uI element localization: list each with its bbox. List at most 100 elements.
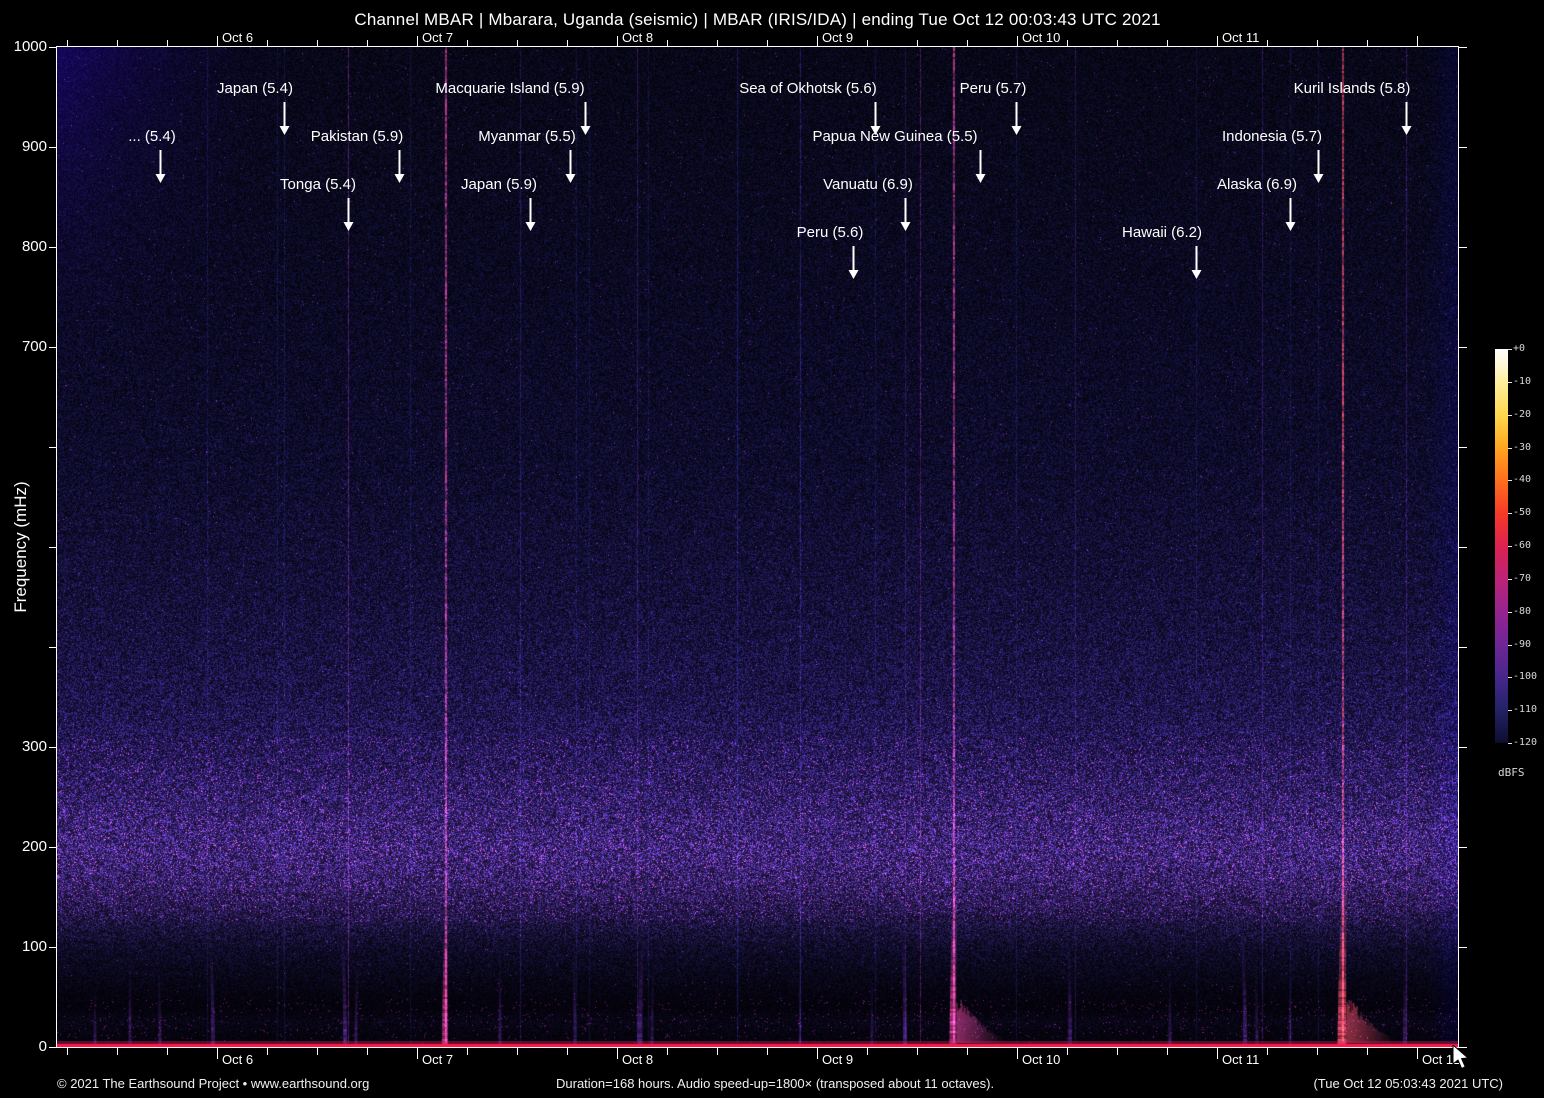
earthquake-label: ... (5.4) — [128, 128, 176, 145]
x-tick-label: Oct 7 — [422, 30, 454, 45]
colorbar-tick-label: -90 — [1513, 639, 1532, 650]
earthquake-label: Indonesia (5.7) — [1221, 128, 1323, 145]
colorbar-tick — [1508, 349, 1512, 350]
colorbar-tick — [1508, 415, 1512, 416]
x-tick-label: Oct 7 — [422, 1052, 454, 1067]
y-tick — [49, 747, 57, 748]
x-tick-label: Oct 6 — [222, 1052, 254, 1067]
y-tick-label: 300 — [21, 738, 47, 755]
y-tick — [49, 247, 57, 248]
earthquake-label: Peru (5.7) — [959, 80, 1027, 97]
colorbar-tick — [1508, 579, 1512, 580]
x-major-tick — [417, 1048, 418, 1059]
colorbar-tick-label: -10 — [1513, 376, 1532, 387]
y-tick-label: 1000 — [13, 38, 47, 55]
colorbar-title: dBFS — [1498, 766, 1525, 779]
y-tick — [49, 47, 57, 48]
y-axis-title: Frequency (mHz) — [11, 481, 30, 613]
y-tick — [1459, 347, 1467, 348]
x-minor-tick — [367, 40, 368, 47]
x-major-tick — [1417, 36, 1418, 47]
colorbar-tick — [1508, 677, 1512, 678]
down-arrow-icon — [1011, 102, 1022, 135]
x-minor-tick — [917, 1048, 918, 1055]
x-tick-label: Oct 12 — [1422, 1052, 1461, 1067]
earthquake-label: Peru (5.6) — [796, 224, 864, 241]
y-tick — [49, 447, 57, 448]
x-minor-tick — [1367, 40, 1368, 47]
x-minor-tick — [317, 1048, 318, 1055]
x-minor-tick — [317, 40, 318, 47]
colorbar-tick-label: -20 — [1513, 409, 1532, 420]
y-tick-label: 0 — [38, 1038, 47, 1055]
earthquake-label: Tonga (5.4) — [280, 176, 356, 193]
x-minor-tick — [917, 40, 918, 47]
y-tick-label: 100 — [21, 938, 47, 955]
y-tick-label: 800 — [21, 238, 47, 255]
y-tick — [1459, 247, 1467, 248]
x-tick-label: Oct 8 — [622, 1052, 654, 1067]
y-tick — [49, 547, 57, 548]
footer-timestamp: (Tue Oct 12 05:03:43 2021 UTC) — [1313, 1076, 1503, 1091]
colorbar-tick — [1508, 480, 1512, 481]
x-minor-tick — [1067, 40, 1068, 47]
x-minor-tick — [117, 1048, 118, 1055]
x-minor-tick — [567, 40, 568, 47]
colorbar-tick-label: -120 — [1513, 737, 1538, 748]
colorbar-tick-label: -30 — [1513, 442, 1532, 453]
down-arrow-icon — [1285, 198, 1296, 231]
x-minor-tick — [717, 1048, 718, 1055]
y-tick — [1459, 147, 1467, 148]
y-tick — [1459, 447, 1467, 448]
x-minor-tick — [967, 1048, 968, 1055]
x-minor-tick — [967, 40, 968, 47]
earthquake-label: Hawaii (6.2) — [1121, 224, 1203, 241]
down-arrow-icon — [565, 150, 576, 183]
spectrogram-canvas — [57, 47, 1458, 1047]
x-minor-tick — [667, 40, 668, 47]
y-tick — [49, 947, 57, 948]
x-minor-tick — [867, 40, 868, 47]
y-tick-label: 900 — [21, 138, 47, 155]
earthquake-label: Japan (5.9) — [461, 176, 537, 193]
x-minor-tick — [1067, 1048, 1068, 1055]
colorbar-gradient — [1495, 349, 1508, 743]
y-tick-label: 700 — [21, 338, 47, 355]
plot-area: Japan (5.4) Macquarie Island (5.9) Sea of … — [56, 46, 1459, 1048]
x-minor-tick — [1317, 1048, 1318, 1055]
x-tick-label: Oct 11 — [1222, 1052, 1260, 1067]
x-tick-label: Oct 11 — [1222, 30, 1260, 45]
down-arrow-icon — [394, 150, 405, 183]
down-arrow-icon — [975, 150, 986, 183]
x-tick-label: Oct 9 — [822, 30, 854, 45]
x-minor-tick — [367, 1048, 368, 1055]
down-arrow-icon — [155, 150, 166, 183]
x-major-tick — [817, 36, 818, 47]
colorbar-tick-label: -40 — [1513, 474, 1532, 485]
footer-copyright: © 2021 The Earthsound Project • www.eart… — [57, 1076, 370, 1091]
colorbar-tick-label: -110 — [1513, 704, 1538, 715]
y-tick-label: 200 — [21, 838, 47, 855]
earthquake-label: Myanmar (5.5) — [478, 128, 576, 145]
x-major-tick — [217, 36, 218, 47]
x-tick-label: Oct 10 — [1022, 30, 1061, 45]
x-minor-tick — [1267, 40, 1268, 47]
down-arrow-icon — [279, 102, 290, 135]
colorbar-tick — [1508, 710, 1512, 711]
x-minor-tick — [267, 40, 268, 47]
y-tick — [1459, 47, 1467, 48]
y-tick — [1459, 747, 1467, 748]
colorbar-tick — [1508, 513, 1512, 514]
y-tick — [1459, 547, 1467, 548]
colorbar-tick — [1508, 546, 1512, 547]
y-tick — [49, 1047, 57, 1048]
x-tick-label: Oct 8 — [622, 30, 654, 45]
earthquake-label: Pakistan (5.9) — [310, 128, 404, 145]
colorbar-tick — [1508, 743, 1512, 744]
x-tick-label: Oct 10 — [1022, 1052, 1061, 1067]
x-minor-tick — [167, 40, 168, 47]
y-tick — [49, 647, 57, 648]
x-minor-tick — [1167, 1048, 1168, 1055]
y-tick — [1459, 847, 1467, 848]
colorbar-tick — [1508, 382, 1512, 383]
